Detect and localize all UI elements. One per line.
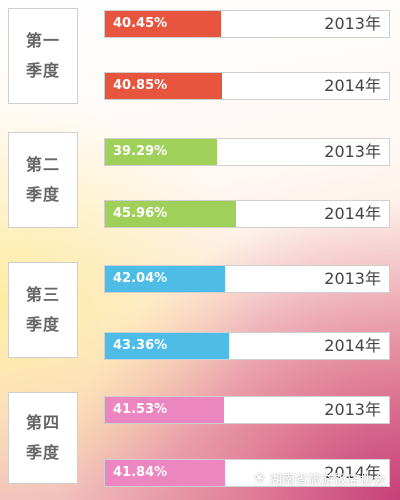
bar-track: 42.04% 2013年: [104, 265, 390, 293]
quarter-label-q3: 第三 季度: [8, 262, 78, 358]
bar-year-label: 2013年: [324, 142, 381, 161]
bar-year-label: 2014年: [324, 204, 381, 223]
quarter-label-line: 季度: [25, 185, 60, 204]
bar-q3-2013年: [105, 266, 226, 292]
quarter-label-q2: 第二 季度: [8, 132, 78, 228]
bar-q2-2014年: [105, 201, 237, 227]
bar-track: 45.96% 2014年: [104, 200, 390, 228]
bar-track: 41.84% 2014年: [104, 459, 390, 487]
bar-value-label: 39.29%: [113, 144, 168, 159]
bar-q1-2013年: [105, 11, 221, 37]
bar-q2-2013年: [105, 139, 218, 165]
quarter-label-line: 季度: [25, 61, 60, 80]
quarter-label-line: 第三: [25, 285, 60, 304]
bar-q4-2013年: [105, 397, 224, 423]
quarter-label-line: 第四: [25, 413, 60, 432]
quarter-label-line: 第一: [25, 31, 60, 50]
watermark-text: 湖南省旅游饭店协会: [268, 473, 386, 488]
bar-q1-2014年: [105, 73, 222, 99]
bar-year-label: 2014年: [324, 76, 381, 95]
bar-value-label: 42.04%: [113, 271, 168, 286]
bar-year-label: 2013年: [324, 14, 381, 33]
quarter-label-line: 季度: [25, 443, 60, 462]
bar-value-label: 41.53%: [113, 402, 168, 417]
bar-track: 40.85% 2014年: [104, 72, 390, 100]
bar-track: 40.45% 2013年: [104, 10, 390, 38]
bar-year-label: 2013年: [324, 400, 381, 419]
bar-year-label: 2014年: [324, 463, 381, 482]
bar-q3-2014年: [105, 333, 229, 359]
bar-q4-2014年: [105, 460, 225, 486]
bar-track: 41.53% 2013年: [104, 396, 390, 424]
bar-track: 43.36% 2014年: [104, 332, 390, 360]
quarter-label-line: 第二: [25, 155, 60, 174]
quarter-label-line: 季度: [25, 315, 60, 334]
quarter-label-q1: 第一 季度: [8, 8, 78, 104]
bar-value-label: 41.84%: [113, 465, 168, 480]
quarter-label-q4: 第四 季度: [8, 392, 78, 484]
bar-value-label: 45.96%: [113, 206, 168, 221]
bar-value-label: 40.45%: [113, 16, 168, 31]
bar-year-label: 2014年: [324, 336, 381, 355]
bar-value-label: 40.85%: [113, 78, 168, 93]
wechat-icon: ❀: [254, 471, 265, 486]
bar-year-label: 2013年: [324, 269, 381, 288]
watermark: ❀ 湖南省旅游饭店协会: [254, 469, 386, 488]
bar-track: 39.29% 2013年: [104, 138, 390, 166]
bar-value-label: 43.36%: [113, 338, 168, 353]
